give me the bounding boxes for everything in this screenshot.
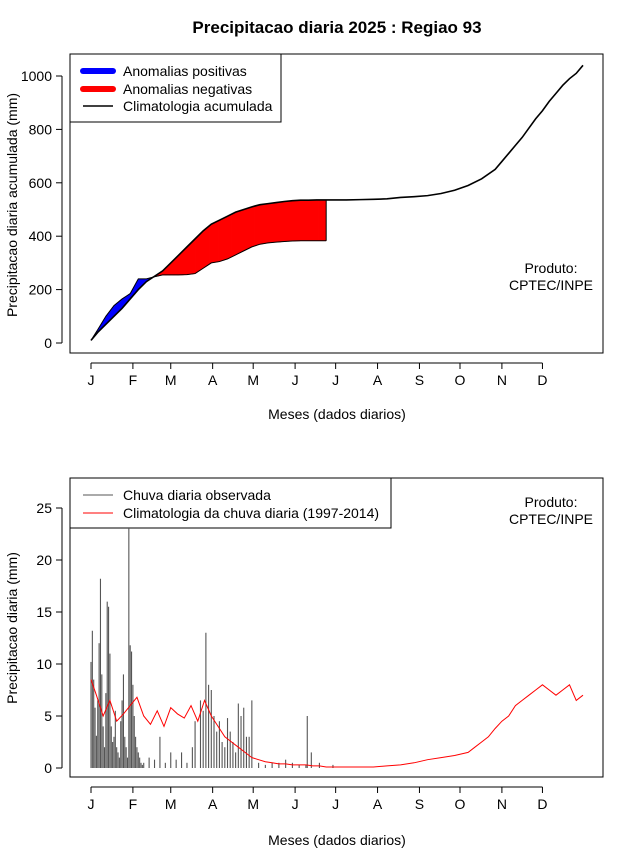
daily-legend-box [69, 477, 392, 529]
cumulative-y-tick-label: 800 [29, 121, 53, 137]
cumulative-x-tick-label: S [415, 372, 424, 388]
cumulative-x-tick-label: M [165, 372, 177, 388]
legend-label-negative: Anomalias negativas [123, 81, 252, 97]
cumulative-legend: Anomalias positivas Anomalias negativas … [69, 53, 282, 123]
daily-y-tick-label: 15 [36, 604, 52, 620]
daily-y-axis-label: Precipitacao diaria (mm) [4, 552, 20, 704]
daily-x-axis-label: Meses (dados diarios) [268, 832, 406, 848]
daily-product-source: CPTEC/INPE [509, 511, 593, 527]
daily-y-tick-label: 20 [36, 552, 52, 568]
cumulative-y-axis-label: Precipitacao diaria acumulada (mm) [4, 93, 20, 317]
climatology-cumulative-line [90, 64, 584, 341]
cumulative-chart: 0 200 400 600 800 1000 J F M A M J J A S O N D Meses (dad… [4, 53, 604, 422]
cumulative-x-tick-label: O [455, 372, 466, 388]
daily-x-tick-label: S [415, 796, 424, 812]
daily-x-tick-label: M [165, 796, 177, 812]
cumulative-y-tick-label: 0 [44, 335, 52, 351]
cumulative-x-tick-label: F [129, 372, 138, 388]
daily-legend: Chuva diaria observada Climatologia da c… [69, 477, 392, 529]
cumulative-plot-frame [69, 53, 604, 354]
daily-observed-bars [90, 528, 334, 768]
daily-x-tick-label: J [332, 796, 339, 812]
cumulative-lines [90, 64, 584, 341]
daily-x-tick-label: M [247, 796, 259, 812]
daily-x-tick-label: A [373, 796, 383, 812]
daily-product-label: Produto: [525, 494, 578, 510]
daily-x-tick-label: N [497, 796, 507, 812]
daily-y-tick-label: 0 [44, 760, 52, 776]
legend-label-observed: Chuva diaria observada [123, 487, 271, 503]
daily-x-tick-label: A [208, 796, 218, 812]
cumulative-x-tick-label: M [247, 372, 259, 388]
legend-label-daily-climatology: Climatologia da chuva diaria (1997-2014) [123, 505, 379, 521]
cumulative-x-tick-label: A [208, 372, 218, 388]
cumulative-y-tick-label: 1000 [21, 68, 52, 84]
cumulative-y-tick-label: 600 [29, 175, 53, 191]
observed-cumulative-line [90, 240, 327, 341]
cumulative-x-tick-label: J [88, 372, 95, 388]
daily-chart: 0 5 10 15 20 25 J F M A M J J A S O N D Meses (dados diar… [4, 477, 604, 848]
daily-x-tick-label: D [537, 796, 547, 812]
cumulative-x-tick-label: J [332, 372, 339, 388]
legend-label-climatology: Climatologia acumulada [123, 98, 273, 114]
cumulative-y-tick-label: 200 [29, 282, 53, 298]
anomaly-areas [90, 199, 327, 341]
daily-climatology-line [90, 679, 584, 768]
daily-x-tick-label: O [455, 796, 466, 812]
cumulative-x-tick-label: D [537, 372, 547, 388]
daily-y-tick-label: 10 [36, 656, 52, 672]
legend-label-positive: Anomalias positivas [123, 63, 247, 79]
cumulative-x-axis-label: Meses (dados diarios) [268, 406, 406, 422]
cumulative-y-tick-label: 400 [29, 228, 53, 244]
cumulative-x-tick-label: N [497, 372, 507, 388]
cumulative-x-tick-label: A [373, 372, 383, 388]
daily-x-tick-label: J [292, 796, 299, 812]
daily-x-tick-label: F [129, 796, 138, 812]
daily-y-tick-label: 5 [44, 708, 52, 724]
cumulative-x-tick-label: J [292, 372, 299, 388]
chart-title: Precipitacao diaria 2025 : Regiao 93 [192, 18, 481, 37]
daily-climatology-polyline [90, 679, 584, 768]
daily-axes: 0 5 10 15 20 25 J F M A M J J A S O N D [36, 500, 547, 812]
product-label: Produto: [525, 260, 578, 276]
daily-y-tick-label: 25 [36, 500, 52, 516]
cumulative-axes: 0 200 400 600 800 1000 J F M A M J J A S O N D [21, 68, 548, 388]
product-source: CPTEC/INPE [509, 277, 593, 293]
daily-x-tick-label: J [88, 796, 95, 812]
